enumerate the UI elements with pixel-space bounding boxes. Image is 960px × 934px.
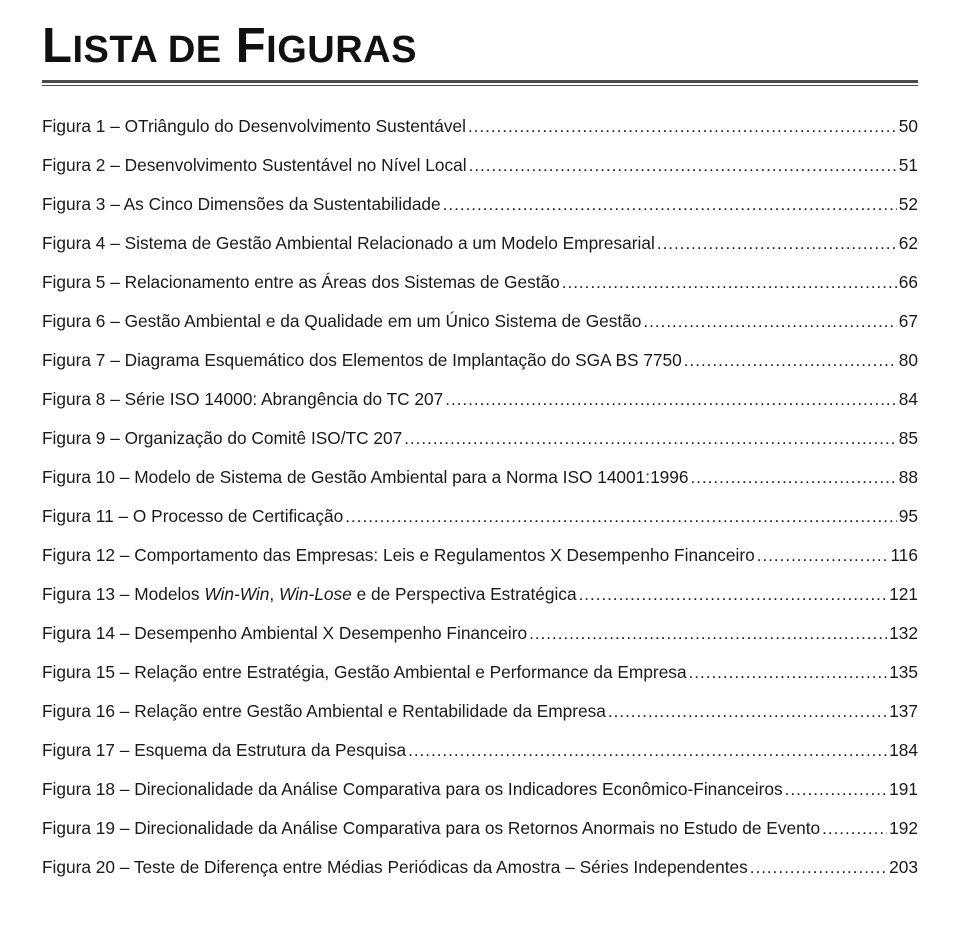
toc-page-number: 50 [897, 114, 918, 138]
toc-label: Figura 16 – Relação entre Gestão Ambient… [42, 699, 606, 723]
toc-label: Figura 18 – Direcionalidade da Análise C… [42, 777, 783, 801]
page-container: LISTA DE FIGURAS Figura 1 – OTriângulo d… [0, 0, 960, 934]
toc-label: Figura 13 – Modelos Win-Win, Win-Lose e … [42, 582, 577, 606]
toc-row: Figura 8 – Série ISO 14000: Abrangência … [42, 387, 918, 412]
toc-leaders [402, 427, 897, 451]
toc-leaders [606, 700, 887, 724]
toc-leaders [441, 193, 897, 217]
toc-leaders [655, 232, 897, 256]
toc-label: Figura 8 – Série ISO 14000: Abrangência … [42, 387, 443, 411]
toc-list: Figura 1 – OTriângulo do Desenvolvimento… [42, 114, 918, 880]
toc-label: Figura 10 – Modelo de Sistema de Gestão … [42, 465, 689, 489]
toc-page-number: 135 [887, 660, 918, 684]
toc-row: Figura 11 – O Processo de Certificação 95 [42, 504, 918, 529]
toc-row: Figura 17 – Esquema da Estrutura da Pesq… [42, 738, 918, 763]
toc-label: Figura 7 – Diagrama Esquemático dos Elem… [42, 348, 682, 372]
toc-page-number: 203 [887, 855, 918, 879]
toc-page-number: 84 [897, 387, 918, 411]
toc-page-number: 62 [897, 231, 918, 255]
toc-leaders [687, 661, 888, 685]
toc-leaders [755, 544, 889, 568]
toc-page-number: 191 [887, 777, 918, 801]
toc-leaders [689, 466, 897, 490]
title-cap-f: F [222, 19, 267, 73]
toc-row: Figura 10 – Modelo de Sistema de Gestão … [42, 465, 918, 490]
toc-row: Figura 6 – Gestão Ambiental e da Qualida… [42, 309, 918, 334]
toc-row: Figura 19 – Direcionalidade da Análise C… [42, 816, 918, 841]
toc-leaders [577, 583, 888, 607]
toc-row: Figura 2 – Desenvolvimento Sustentável n… [42, 153, 918, 178]
toc-label: Figura 5 – Relacionamento entre as Áreas… [42, 270, 560, 294]
toc-leaders [560, 271, 897, 295]
toc-label: Figura 14 – Desempenho Ambiental X Desem… [42, 621, 527, 645]
toc-page-number: 184 [887, 738, 918, 762]
toc-row: Figura 1 – OTriângulo do Desenvolvimento… [42, 114, 918, 139]
toc-leaders [748, 856, 887, 880]
toc-page-number: 192 [887, 816, 918, 840]
toc-row: Figura 5 – Relacionamento entre as Áreas… [42, 270, 918, 295]
toc-page-number: 85 [897, 426, 918, 450]
toc-page-number: 67 [897, 309, 918, 333]
toc-page-number: 80 [897, 348, 918, 372]
toc-label: Figura 1 – OTriângulo do Desenvolvimento… [42, 114, 466, 138]
toc-leaders [467, 154, 897, 178]
toc-row: Figura 16 – Relação entre Gestão Ambient… [42, 699, 918, 724]
toc-row: Figura 3 – As Cinco Dimensões da Sustent… [42, 192, 918, 217]
toc-page-number: 132 [887, 621, 918, 645]
toc-row: Figura 4 – Sistema de Gestão Ambiental R… [42, 231, 918, 256]
toc-page-number: 66 [897, 270, 918, 294]
toc-label: Figura 3 – As Cinco Dimensões da Sustent… [42, 192, 441, 216]
toc-page-number: 121 [887, 582, 918, 606]
toc-leaders [820, 817, 887, 841]
toc-leaders [527, 622, 887, 646]
toc-label: Figura 9 – Organização do Comitê ISO/TC … [42, 426, 402, 450]
toc-row: Figura 14 – Desempenho Ambiental X Desem… [42, 621, 918, 646]
title-rule [42, 80, 918, 86]
title-cap-l: L [42, 19, 72, 73]
toc-row: Figura 20 – Teste de Diferença entre Méd… [42, 855, 918, 880]
toc-leaders [343, 505, 896, 529]
toc-page-number: 137 [887, 699, 918, 723]
toc-label: Figura 6 – Gestão Ambiental e da Qualida… [42, 309, 641, 333]
toc-label: Figura 11 – O Processo de Certificação [42, 504, 343, 528]
toc-row: Figura 12 – Comportamento das Empresas: … [42, 543, 918, 568]
toc-leaders [682, 349, 897, 373]
toc-leaders [406, 739, 887, 763]
toc-label: Figura 15 – Relação entre Estratégia, Ge… [42, 660, 687, 684]
toc-label: Figura 2 – Desenvolvimento Sustentável n… [42, 153, 467, 177]
toc-page-number: 52 [897, 192, 918, 216]
toc-row: Figura 18 – Direcionalidade da Análise C… [42, 777, 918, 802]
title-rest-2: IGURAS [266, 29, 417, 71]
toc-leaders [641, 310, 896, 334]
toc-page-number: 95 [897, 504, 918, 528]
toc-leaders [783, 778, 888, 802]
page-title: LISTA DE FIGURAS [42, 18, 918, 74]
toc-label: Figura 4 – Sistema de Gestão Ambiental R… [42, 231, 655, 255]
toc-row: Figura 15 – Relação entre Estratégia, Ge… [42, 660, 918, 685]
toc-row: Figura 9 – Organização do Comitê ISO/TC … [42, 426, 918, 451]
title-rest-1: ISTA DE [72, 29, 221, 71]
toc-label: Figura 19 – Direcionalidade da Análise C… [42, 816, 820, 840]
toc-leaders [466, 115, 897, 139]
toc-page-number: 51 [897, 153, 918, 177]
toc-leaders [443, 388, 897, 412]
toc-label: Figura 17 – Esquema da Estrutura da Pesq… [42, 738, 406, 762]
toc-page-number: 116 [888, 543, 918, 567]
toc-label: Figura 12 – Comportamento das Empresas: … [42, 543, 755, 567]
toc-page-number: 88 [897, 465, 918, 489]
toc-row: Figura 7 – Diagrama Esquemático dos Elem… [42, 348, 918, 373]
toc-label: Figura 20 – Teste de Diferença entre Méd… [42, 855, 748, 879]
toc-row: Figura 13 – Modelos Win-Win, Win-Lose e … [42, 582, 918, 607]
